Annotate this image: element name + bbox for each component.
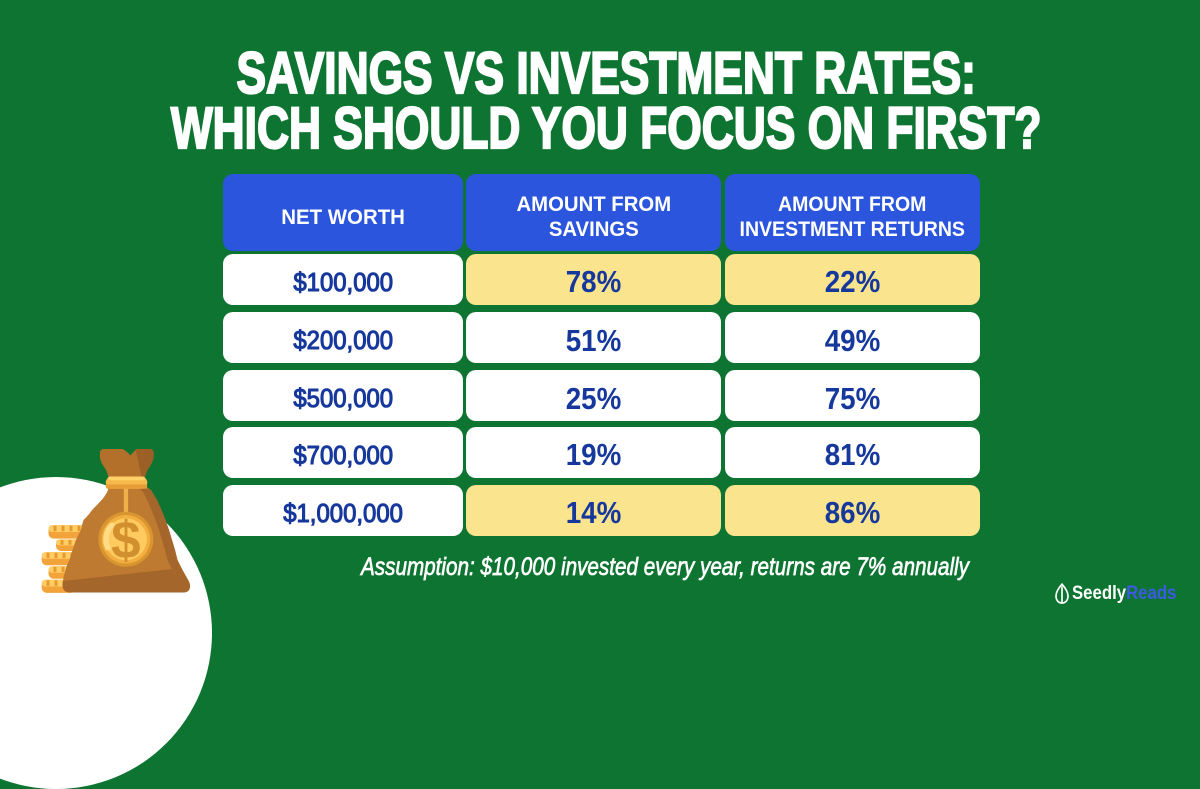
svg-text:$: $ bbox=[111, 511, 140, 570]
